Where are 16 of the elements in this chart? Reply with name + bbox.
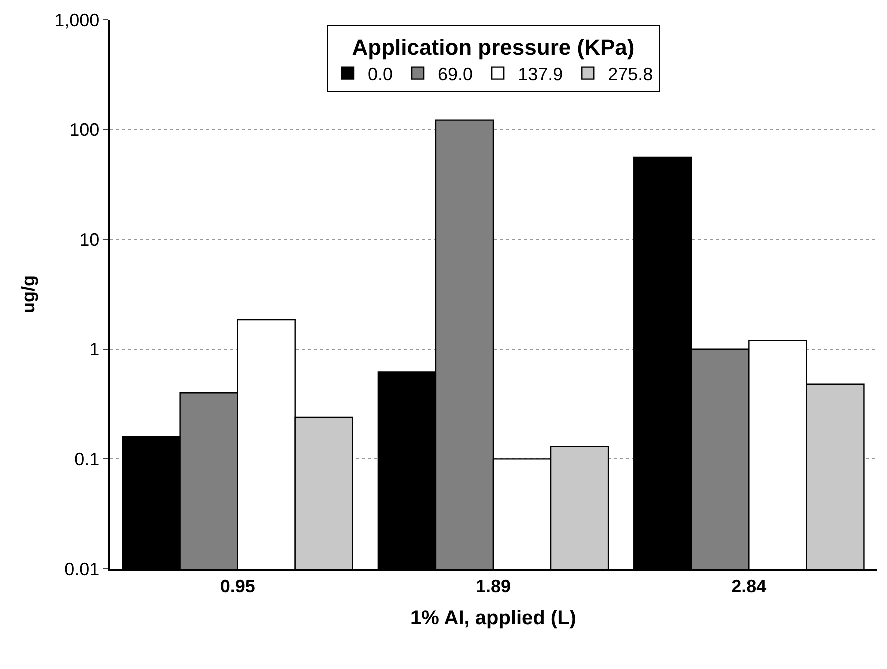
y-tick-label: 1,000 (54, 10, 100, 30)
x-tick-label: 0.95 (220, 576, 256, 596)
y-tick-label: 0.01 (64, 559, 100, 580)
y-tick-label: 100 (70, 120, 100, 140)
y-axis-title: ug/g (18, 276, 38, 314)
legend-label: 0.0 (368, 64, 394, 84)
legend-title: Application pressure (KPa) (352, 35, 635, 60)
y-tick-label: 1 (90, 340, 100, 360)
x-tick-label: 1.89 (476, 576, 512, 596)
legend-label: 69.0 (438, 64, 474, 84)
y-tick-label: 10 (80, 230, 100, 250)
y-tick-label: 0.1 (74, 450, 100, 470)
x-tick-label: 2.84 (732, 576, 767, 596)
legend-label: 275.8 (608, 64, 654, 84)
legend-label: 137.9 (518, 64, 564, 84)
x-axis-title: 1% AI, applied (L) (410, 607, 576, 630)
